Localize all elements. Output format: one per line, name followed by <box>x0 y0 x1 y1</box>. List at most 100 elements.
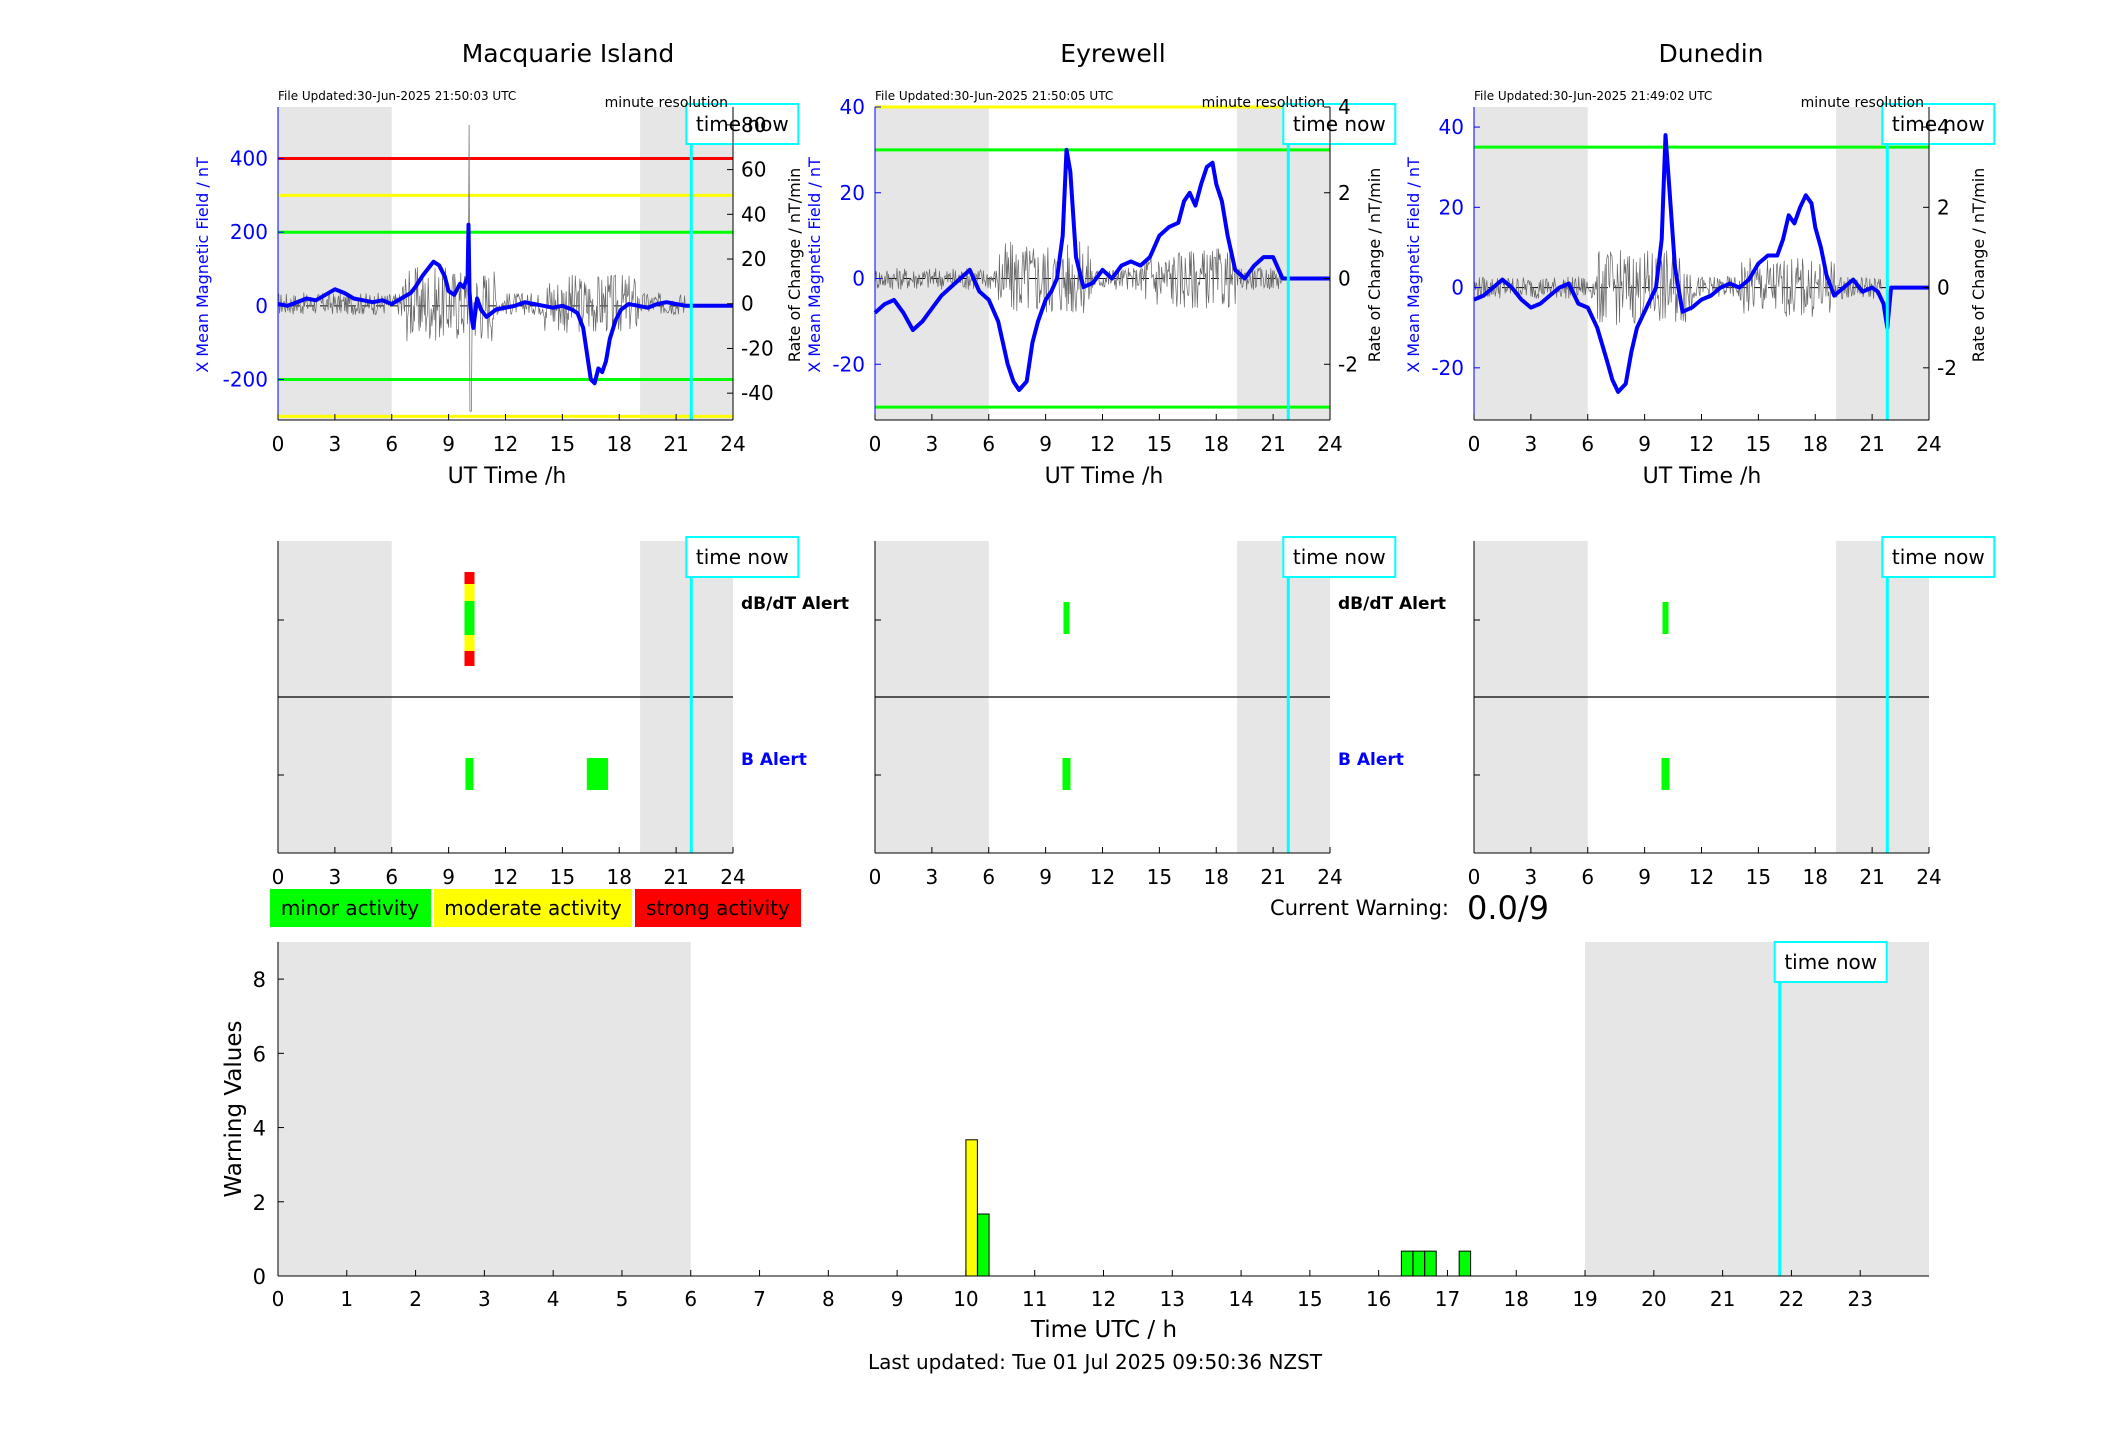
x-tick-label: 3 <box>1525 865 1538 889</box>
y2-axis-label: Rate of Change / nT/min <box>1365 168 1384 363</box>
x-tick-label: 0 <box>272 1287 285 1311</box>
legend-swatch-strong <box>635 889 801 927</box>
x-tick-label: 15 <box>1746 432 1771 456</box>
x-tick-label: 18 <box>1204 865 1229 889</box>
x-tick-label: 0 <box>869 432 882 456</box>
x-axis-label: Time UTC / h <box>1030 1317 1177 1343</box>
dbdt-alert-bar <box>464 584 475 601</box>
dbdt-alert-bar <box>464 635 475 651</box>
x-tick-label: 15 <box>1147 865 1172 889</box>
b-alert-bar <box>600 758 609 790</box>
alert-plot-area: time now 0 3 6 9 12 15 18 21 24 <box>272 536 800 889</box>
x-tick-label: 7 <box>753 1287 766 1311</box>
time-now-box <box>1282 103 1397 145</box>
x-tick-label: 19 <box>1572 1287 1597 1311</box>
legend-item-moderate: moderate activity <box>434 889 632 927</box>
y2-tick-label: 40 <box>741 202 766 226</box>
y-tick-label: 200 <box>230 220 268 244</box>
x-tick-label: 5 <box>616 1287 629 1311</box>
y2-tick-label: 4 <box>1937 115 1950 139</box>
y-tick-label: 20 <box>1439 195 1464 219</box>
b-alert-bar <box>592 758 601 790</box>
warning-bar <box>965 1139 978 1277</box>
time-now-label: time now <box>1892 545 1985 569</box>
x-tick-label: 15 <box>1147 432 1172 456</box>
x-tick-label: 3 <box>329 432 342 456</box>
alert-plot-area: time now 0 3 6 9 12 15 18 21 24 <box>1468 536 1996 889</box>
dbdt-alert-bar <box>1662 602 1669 634</box>
dbdt-alert-bar <box>464 651 475 666</box>
x-tick-label: 6 <box>982 865 995 889</box>
dbdt-alert-bar <box>1063 602 1070 634</box>
file-updated-label: File Updated:30-Jun-2025 21:50:05 UTC <box>875 89 1113 103</box>
b-alert-bar <box>465 758 474 790</box>
y2-tick-label: -2 <box>1937 356 1957 380</box>
y2-tick-label: -20 <box>741 336 774 360</box>
magnetic-field-line <box>277 222 733 386</box>
legend-swatch-minor <box>270 889 431 927</box>
rate-of-change-trace <box>1473 250 1882 325</box>
x-tick-label: 21 <box>1710 1287 1735 1311</box>
warning-bar <box>1424 1250 1437 1277</box>
dbdt-alert-bar <box>464 572 475 584</box>
x-tick-label: 12 <box>493 432 518 456</box>
y-axis-label: Warning Values <box>221 1020 247 1197</box>
x-tick-label: 0 <box>1468 432 1481 456</box>
x-tick-label: 21 <box>1859 865 1884 889</box>
y-tick-label: 40 <box>840 95 865 119</box>
time-now-box <box>685 103 800 145</box>
x-tick-label: 6 <box>1581 432 1594 456</box>
warning-bar <box>1412 1250 1426 1277</box>
legend-item-strong: strong activity <box>635 889 801 927</box>
rate-of-change-trace <box>277 124 686 412</box>
x-tick-label: 12 <box>1090 865 1115 889</box>
b-alert-label: B Alert <box>1338 750 1404 770</box>
x-tick-label: 15 <box>1746 865 1771 889</box>
b-alert-bar <box>586 758 595 790</box>
dbdt-alert-label: dB/dT Alert <box>1338 594 1446 614</box>
x-tick-label: 9 <box>891 1287 904 1311</box>
x-tick-label: 18 <box>607 865 632 889</box>
y-tick-label: 4 <box>253 1117 266 1141</box>
legend-label-strong: strong activity <box>646 896 790 920</box>
x-tick-label: 24 <box>1916 432 1941 456</box>
x-tick-label: 14 <box>1228 1287 1253 1311</box>
y2-tick-label: 0 <box>741 292 754 316</box>
x-tick-label: 22 <box>1779 1287 1804 1311</box>
x-tick-label: 0 <box>869 865 882 889</box>
time-now-label: time now <box>696 545 789 569</box>
x-tick-label: 6 <box>684 1287 697 1311</box>
y-tick-label: -20 <box>832 352 865 376</box>
x-tick-label: 13 <box>1160 1287 1185 1311</box>
y-tick-label: 0 <box>852 267 865 291</box>
x-axis-label: UT Time /h <box>1045 464 1164 489</box>
current-warning-value: 0.0/9 <box>1467 889 1549 927</box>
night-shading <box>875 107 989 420</box>
time-now-label: time now <box>1784 950 1877 974</box>
x-tick-label: 6 <box>982 432 995 456</box>
night-shading <box>640 107 733 420</box>
x-tick-label: 0 <box>272 865 285 889</box>
alert-panel-dunedin: time now 0 3 6 9 12 15 18 21 24 <box>1468 536 1996 889</box>
time-now-label: time now <box>1293 112 1386 136</box>
y-tick-label: -20 <box>1431 356 1464 380</box>
x-tick-label: 0 <box>272 432 285 456</box>
x-tick-label: 1 <box>340 1287 353 1311</box>
current-warning-label: Current Warning: <box>1270 896 1449 920</box>
x-tick-label: 6 <box>385 865 398 889</box>
x-tick-label: 9 <box>1039 865 1052 889</box>
time-now-box <box>1881 536 1996 578</box>
x-tick-label: 15 <box>550 432 575 456</box>
current-warning: Current Warning: 0.0/9 <box>1270 889 1549 927</box>
y-axis-label: X Mean Magnetic Field / nT <box>1404 157 1423 373</box>
x-tick-label: 4 <box>547 1287 560 1311</box>
x-tick-label: 21 <box>1260 865 1285 889</box>
x-tick-label: 9 <box>442 432 455 456</box>
y-tick-label: 0 <box>255 294 268 318</box>
y2-axis-label: Rate of Change / nT/min <box>1969 168 1988 363</box>
x-tick-label: 24 <box>1317 432 1342 456</box>
x-tick-label: 24 <box>720 865 745 889</box>
station-panel-macquarie: Macquarie Island time now-2000200400-40-… <box>193 39 804 489</box>
